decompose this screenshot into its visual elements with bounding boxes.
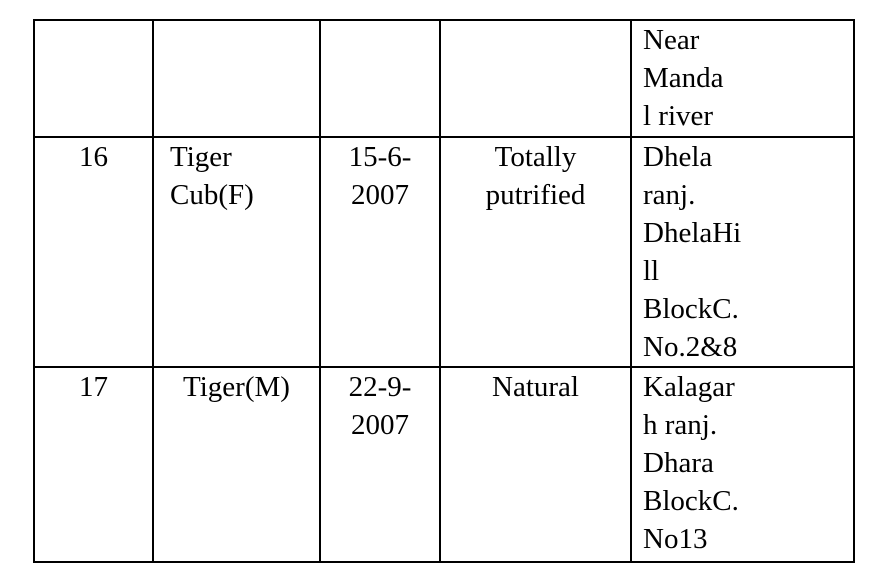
location-line: BlockC. — [643, 293, 739, 325]
animal-line: Cub(F) — [170, 179, 254, 211]
date-line: 2007 — [351, 179, 409, 211]
condition-cell: Natural — [439, 366, 632, 563]
table-row: 16 Tiger Cub(F) 15-6- 2007 Totally putri… — [33, 136, 855, 368]
date-line: 22-9- — [348, 371, 412, 403]
location-cell: Dhela ranj. DhelaHi ll BlockC. No.2&8 — [630, 136, 855, 368]
date-cell: 22-9- 2007 — [319, 366, 441, 563]
condition-line: Natural — [492, 371, 579, 403]
location-line: DhelaHi — [643, 217, 742, 249]
location-line: ll — [643, 255, 660, 287]
location-line: ranj. — [643, 179, 696, 211]
location-cell: Kalagar h ranj. Dhara BlockC. No13 — [630, 366, 855, 563]
serial-cell: 17 — [33, 366, 154, 563]
date-cell — [319, 19, 441, 138]
records-table: Near Manda l river 16 Tiger Cub(F) 15-6-… — [33, 19, 855, 563]
location-line: No.2&8 — [643, 331, 738, 363]
location-line: BlockC. — [643, 485, 739, 517]
date-line: 2007 — [351, 409, 409, 441]
condition-cell: Totally putrified — [439, 136, 632, 368]
location-line: No13 — [643, 523, 708, 555]
date-cell: 15-6- 2007 — [319, 136, 441, 368]
location-line: Dhela — [643, 141, 713, 173]
serial-number: 17 — [79, 371, 108, 403]
animal-cell: Tiger Cub(F) — [152, 136, 321, 368]
condition-cell — [439, 19, 632, 138]
location-line: Manda — [643, 62, 724, 94]
table-row: Near Manda l river — [33, 19, 855, 138]
animal-line: Tiger(M) — [183, 371, 290, 403]
condition-line: putrified — [485, 179, 586, 211]
location-line: l river — [643, 100, 714, 132]
location-cell: Near Manda l river — [630, 19, 855, 138]
location-line: h ranj. — [643, 409, 718, 441]
condition-line: Totally — [494, 141, 577, 173]
date-line: 15-6- — [348, 141, 412, 173]
animal-cell: Tiger(M) — [152, 366, 321, 563]
animal-line: Tiger — [170, 141, 232, 173]
animal-cell — [152, 19, 321, 138]
location-line: Near — [643, 24, 700, 56]
serial-cell — [33, 19, 154, 138]
location-line: Kalagar — [643, 371, 735, 403]
table-row: 17 Tiger(M) 22-9- 2007 Natural — [33, 366, 855, 563]
location-line: Dhara — [643, 447, 714, 479]
serial-number: 16 — [79, 141, 108, 173]
serial-cell: 16 — [33, 136, 154, 368]
